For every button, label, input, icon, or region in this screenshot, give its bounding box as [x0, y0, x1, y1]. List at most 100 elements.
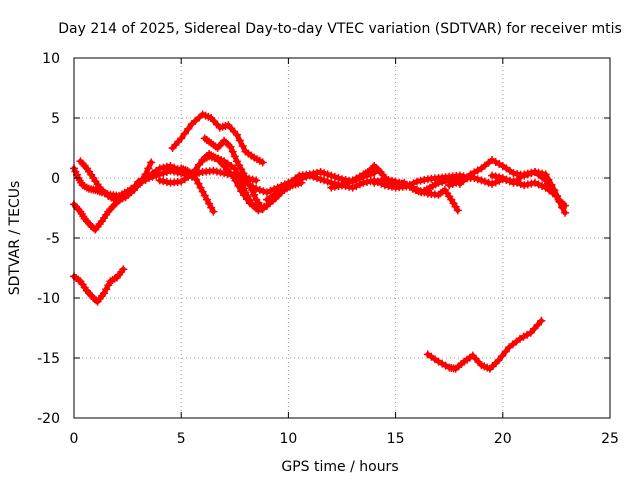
- data-point: [537, 316, 546, 325]
- data-point: [327, 183, 336, 192]
- data-point: [520, 170, 529, 179]
- data-point: [453, 206, 462, 215]
- data-point: [316, 175, 325, 184]
- data-series: [70, 110, 569, 373]
- y-tick-label: -15: [37, 351, 60, 367]
- series-band: [425, 318, 544, 372]
- data-point: [248, 175, 257, 184]
- data-point: [258, 205, 267, 214]
- data-point: [434, 178, 443, 187]
- data-point: [159, 163, 168, 172]
- data-point: [255, 186, 264, 194]
- data-point: [184, 124, 193, 133]
- series-arc-15: [423, 316, 546, 373]
- data-point: [334, 182, 343, 190]
- data-point: [484, 178, 493, 187]
- data-point: [162, 162, 171, 171]
- data-point: [159, 177, 168, 186]
- data-point: [238, 142, 247, 150]
- x-tick-label: 5: [177, 431, 186, 447]
- data-point: [252, 184, 261, 193]
- data-point: [533, 320, 542, 329]
- data-point: [323, 177, 332, 186]
- data-point: [313, 168, 321, 177]
- x-tick-label: 15: [387, 431, 405, 447]
- data-point: [250, 190, 259, 199]
- data-point: [330, 182, 339, 191]
- data-point: [209, 207, 218, 216]
- data-point: [477, 176, 486, 185]
- data-point: [526, 328, 535, 337]
- data-point: [195, 160, 204, 169]
- x-tick-label: 20: [494, 431, 512, 447]
- data-point: [216, 168, 225, 177]
- data-point: [494, 356, 503, 365]
- data-point: [338, 181, 346, 190]
- data-point: [177, 134, 186, 143]
- data-point: [416, 176, 425, 185]
- data-point: [463, 174, 472, 183]
- x-tick-label: 0: [70, 431, 79, 447]
- data-point: [155, 176, 164, 185]
- data-point: [384, 176, 393, 184]
- data-point: [388, 176, 396, 185]
- data-point: [232, 130, 241, 139]
- data-point: [373, 177, 382, 186]
- x-axis-label: GPS time / hours: [281, 459, 398, 475]
- data-point: [420, 188, 429, 197]
- data-point: [155, 164, 164, 173]
- data-point: [320, 176, 329, 185]
- series-arc-6: [168, 110, 267, 167]
- data-point: [147, 158, 156, 167]
- data-point: [341, 179, 350, 188]
- data-point: [170, 163, 179, 172]
- series-arc-10: [177, 164, 218, 216]
- data-point: [391, 177, 400, 186]
- data-point: [416, 187, 425, 196]
- data-point: [527, 179, 536, 188]
- data-point: [345, 178, 354, 186]
- data-point: [191, 165, 200, 174]
- data-point: [509, 169, 518, 178]
- y-tick-label: 5: [51, 111, 60, 127]
- series-band: [202, 135, 266, 212]
- data-point: [90, 224, 98, 233]
- data-point: [166, 162, 175, 170]
- data-point: [320, 169, 329, 178]
- data-point: [323, 170, 332, 179]
- data-point: [520, 181, 529, 190]
- data-point: [228, 171, 237, 180]
- data-point: [466, 172, 475, 181]
- data-point: [498, 352, 507, 360]
- data-point: [144, 164, 153, 173]
- data-point: [420, 176, 429, 184]
- data-point: [162, 178, 171, 186]
- data-point: [445, 181, 454, 190]
- y-tick-label: -5: [46, 231, 60, 247]
- series-arc-1: [70, 265, 128, 306]
- data-point: [538, 182, 547, 190]
- data-point: [473, 175, 482, 184]
- data-point: [180, 129, 189, 138]
- data-point: [561, 201, 569, 210]
- data-point: [498, 174, 507, 182]
- data-point: [523, 169, 532, 178]
- y-tick-label: 10: [42, 51, 60, 67]
- data-point: [488, 180, 497, 188]
- data-point: [234, 182, 243, 190]
- data-point: [516, 180, 525, 188]
- y-axis-label: SDTVAR / TECUs: [7, 181, 23, 296]
- data-point: [459, 176, 468, 184]
- data-point: [235, 136, 244, 145]
- series-arc-18: [488, 168, 569, 210]
- data-point: [448, 180, 457, 188]
- data-point: [402, 181, 411, 190]
- data-point: [488, 171, 497, 180]
- data-point: [330, 172, 339, 181]
- data-point: [452, 178, 461, 187]
- data-point: [316, 168, 325, 176]
- data-point: [502, 175, 511, 184]
- data-point: [92, 296, 101, 305]
- data-point: [534, 180, 543, 189]
